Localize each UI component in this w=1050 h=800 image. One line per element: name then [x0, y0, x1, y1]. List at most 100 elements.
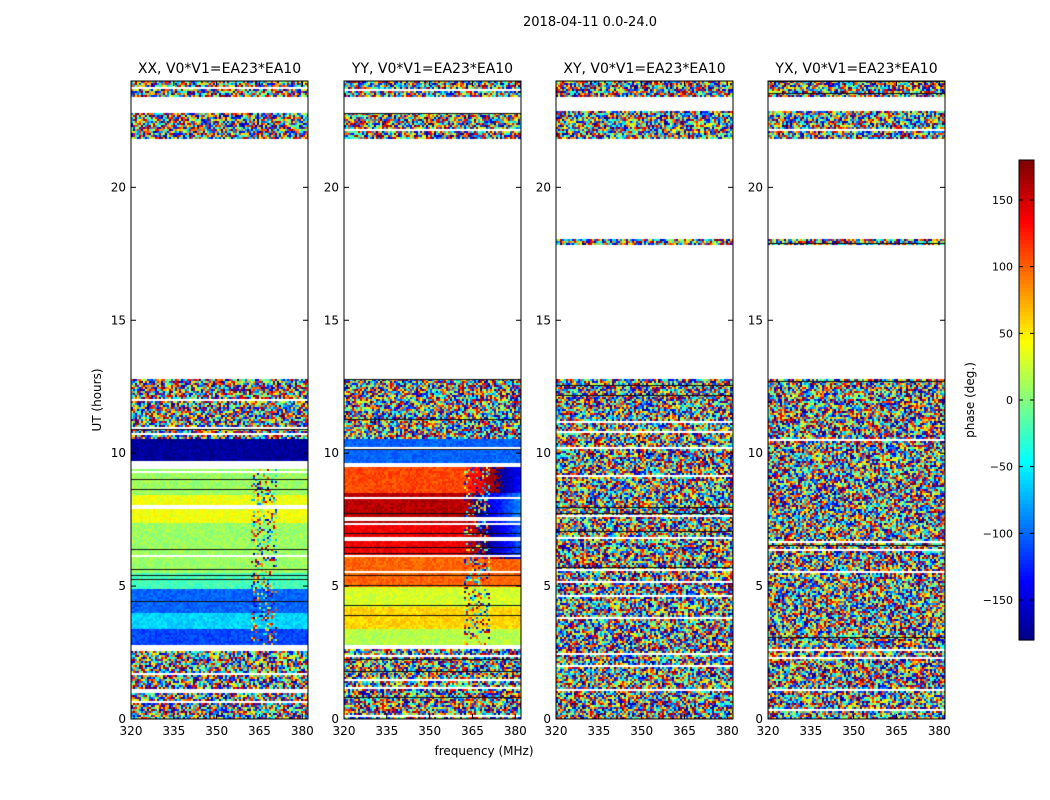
- y-tick-label: 20: [111, 180, 126, 194]
- colorbar-swatch: [1019, 436, 1034, 441]
- colorbar-swatch: [1019, 380, 1034, 385]
- colorbar-tick-label: 50: [999, 327, 1013, 340]
- colorbar-swatch: [1019, 204, 1034, 209]
- colorbar-swatch: [1019, 328, 1034, 333]
- y-tick-label: 0: [755, 712, 763, 726]
- colorbar-swatch: [1019, 544, 1034, 549]
- colorbar-label: phase (deg.): [963, 362, 977, 438]
- colorbar-swatch: [1019, 504, 1034, 509]
- colorbar-swatch: [1019, 324, 1034, 329]
- colorbar-swatch: [1019, 596, 1034, 601]
- panel-title: XX, V0*V1=EA23*EA10: [138, 61, 301, 77]
- colorbar-swatch: [1019, 244, 1034, 249]
- colorbar-swatch: [1019, 392, 1034, 397]
- colorbar-tick-label: −150: [983, 594, 1013, 607]
- colorbar-swatch: [1019, 200, 1034, 205]
- colorbar-swatch: [1019, 536, 1034, 541]
- colorbar-swatch: [1019, 388, 1034, 393]
- colorbar-swatch: [1019, 592, 1034, 597]
- colorbar-swatch: [1019, 260, 1034, 265]
- y-tick-label: 5: [543, 579, 551, 593]
- colorbar-swatch: [1019, 256, 1034, 261]
- x-tick-label: 365: [885, 724, 908, 738]
- colorbar-swatch: [1019, 184, 1034, 189]
- colorbar-swatch: [1019, 340, 1034, 345]
- panel-2: YY, V0*V1=EA23*EA10 320 335 350 365 380 0 5 10 15…: [324, 61, 527, 738]
- y-tick-label: 20: [748, 180, 763, 194]
- colorbar-swatch: [1019, 636, 1034, 641]
- colorbar-swatch: [1019, 264, 1034, 269]
- colorbar-swatch: [1019, 468, 1034, 473]
- panel-title: YX, V0*V1=EA23*EA10: [774, 61, 937, 77]
- colorbar-swatch: [1019, 344, 1034, 349]
- colorbar-swatch: [1019, 192, 1034, 197]
- colorbar-swatch: [1019, 272, 1034, 277]
- colorbar-swatch: [1019, 348, 1034, 353]
- colorbar-swatch: [1019, 176, 1034, 181]
- colorbar-swatch: [1019, 464, 1034, 469]
- colorbar-swatch: [1019, 236, 1034, 241]
- y-tick-label: 15: [111, 313, 126, 327]
- colorbar-swatch: [1019, 196, 1034, 201]
- colorbar-swatch: [1019, 556, 1034, 561]
- colorbar-swatch: [1019, 496, 1034, 501]
- colorbar-swatch: [1019, 452, 1034, 457]
- y-tick-label: 15: [324, 313, 339, 327]
- panel-4: YX, V0*V1=EA23*EA10 320 335 350 365 380 0 5 10 15…: [748, 61, 951, 738]
- colorbar-swatch: [1019, 208, 1034, 213]
- y-tick-label: 20: [536, 180, 551, 194]
- colorbar-swatch: [1019, 532, 1034, 537]
- colorbar-swatch: [1019, 168, 1034, 173]
- colorbar-swatch: [1019, 332, 1034, 337]
- colorbar-swatch: [1019, 604, 1034, 609]
- colorbar-swatch: [1019, 292, 1034, 297]
- colorbar-swatch: [1019, 484, 1034, 489]
- panels-group: XX, V0*V1=EA23*EA10 320 335 350 365 380 0 5 10 15…: [111, 61, 951, 738]
- colorbar-swatch: [1019, 600, 1034, 605]
- panel-frame: [767, 80, 946, 720]
- colorbar-swatch: [1019, 224, 1034, 229]
- panel-frame: [130, 80, 309, 720]
- colorbar-swatch: [1019, 300, 1034, 305]
- colorbar-swatch: [1019, 232, 1034, 237]
- x-tick-label: 365: [673, 724, 696, 738]
- heatmap-image: [344, 81, 521, 719]
- colorbar-swatch: [1019, 540, 1034, 545]
- colorbar-swatch: [1019, 288, 1034, 293]
- colorbar-swatch: [1019, 172, 1034, 177]
- x-tick-label: 380: [928, 724, 951, 738]
- y-tick-label: 10: [324, 446, 339, 460]
- y-tick-label: 10: [111, 446, 126, 460]
- colorbar-swatch: [1019, 408, 1034, 413]
- colorbar-swatch: [1019, 548, 1034, 553]
- y-tick-label: 5: [118, 579, 126, 593]
- y-tick-label: 0: [543, 712, 551, 726]
- x-tick-label: 320: [545, 724, 568, 738]
- y-tick-label: 15: [536, 313, 551, 327]
- colorbar-swatch: [1019, 564, 1034, 569]
- colorbar-swatch: [1019, 360, 1034, 365]
- colorbar-swatch: [1019, 336, 1034, 341]
- colorbar-swatch: [1019, 500, 1034, 505]
- heatmap-image: [131, 81, 308, 719]
- colorbar-swatch: [1019, 424, 1034, 429]
- colorbar-swatch: [1019, 456, 1034, 461]
- y-tick-label: 20: [324, 180, 339, 194]
- y-axis-label: UT (hours): [90, 368, 104, 431]
- y-tick-label: 10: [748, 446, 763, 460]
- x-tick-label: 350: [418, 724, 441, 738]
- x-tick-label: 380: [504, 724, 527, 738]
- x-tick-label: 350: [630, 724, 653, 738]
- colorbar-swatch: [1019, 228, 1034, 233]
- x-tick-label: 320: [757, 724, 780, 738]
- colorbar-swatch: [1019, 164, 1034, 169]
- colorbar-swatch: [1019, 608, 1034, 613]
- colorbar-swatch: [1019, 528, 1034, 533]
- colorbar-swatch: [1019, 560, 1034, 565]
- colorbar-swatch: [1019, 180, 1034, 185]
- colorbar-swatch: [1019, 356, 1034, 361]
- colorbar-swatch: [1019, 220, 1034, 225]
- colorbar-swatch: [1019, 284, 1034, 289]
- colorbar-swatch: [1019, 400, 1034, 405]
- colorbar-swatch: [1019, 476, 1034, 481]
